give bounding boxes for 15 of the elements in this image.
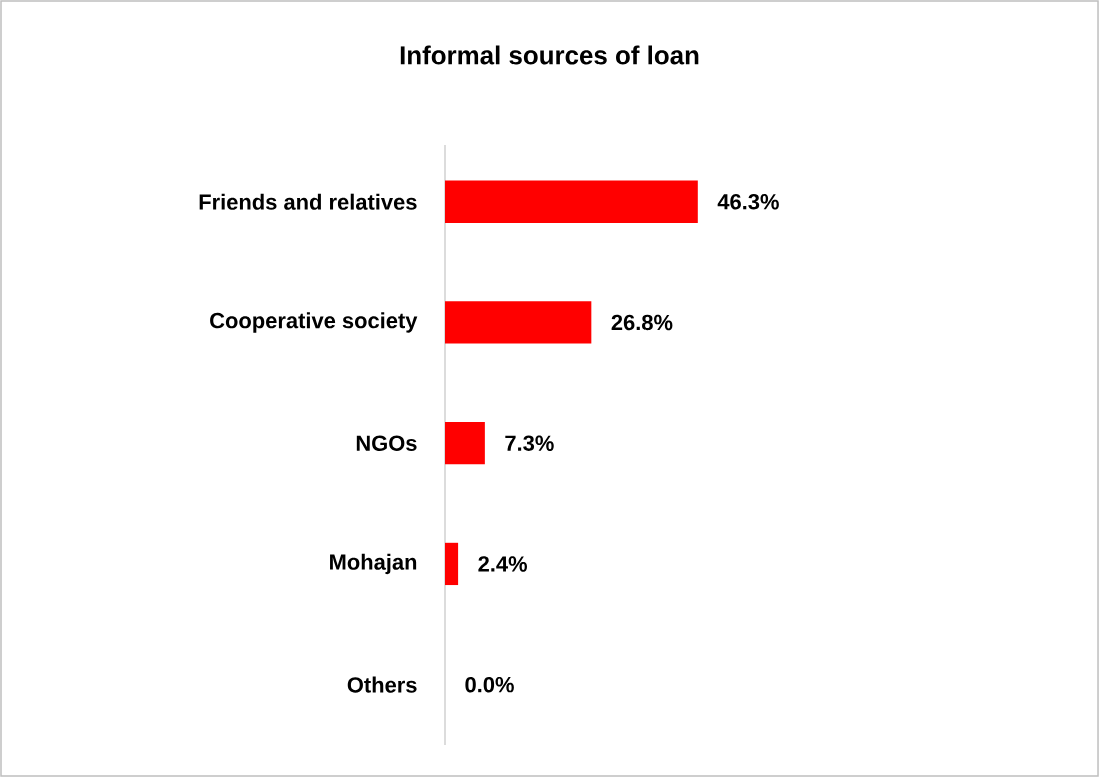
chart-title: Informal sources of loan (400, 45, 699, 65)
bar (445, 422, 485, 465)
y-tick-label: Cooperative society (210, 312, 418, 333)
y-tick-label: Others (347, 676, 417, 693)
data-label: 46.3% (717, 193, 779, 210)
data-label: 0.0% (465, 676, 514, 693)
bar (445, 301, 592, 344)
y-tick-label: Mohajan (330, 553, 417, 575)
y-tick-label: Friends and relatives (199, 193, 417, 210)
data-label: 2.4% (478, 556, 527, 572)
bar (445, 180, 698, 223)
y-tick-label: NGOs (356, 435, 417, 451)
data-label: 26.8% (611, 314, 673, 331)
bar (445, 542, 459, 586)
data-label: 7.3% (505, 435, 554, 451)
